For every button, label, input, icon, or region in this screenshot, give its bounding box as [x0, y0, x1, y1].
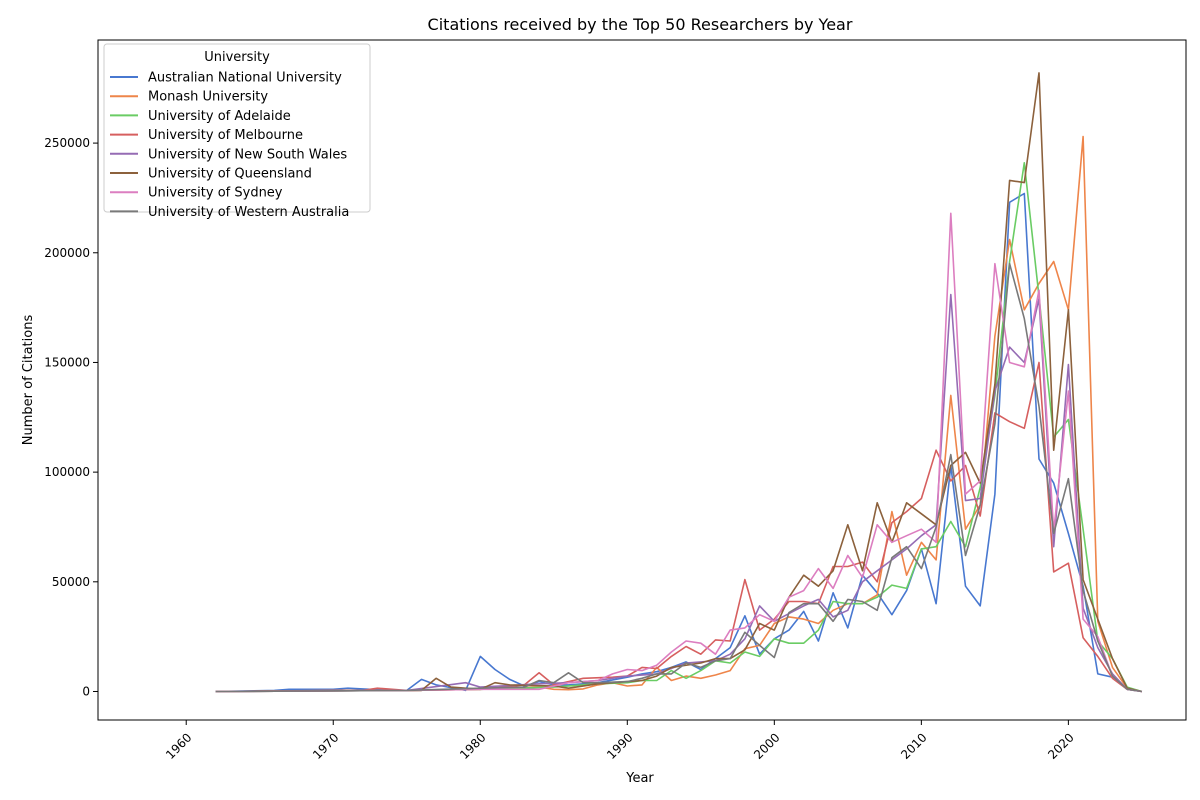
y-axis-label: Number of Citations — [21, 315, 36, 446]
plot-area — [215, 72, 1143, 693]
legend-label-1: Australian National University — [148, 71, 342, 86]
series-line-6 — [215, 72, 1143, 693]
y-tick-label: 200000 — [44, 246, 90, 260]
y-tick-label: 150000 — [44, 355, 90, 369]
legend-label-3: University of Adelaide — [148, 109, 291, 124]
legend-box — [103, 43, 371, 213]
series-line-8 — [215, 262, 1143, 693]
x-axis-label: Year — [625, 771, 654, 786]
legend-title: University — [204, 50, 270, 65]
y-axis: 0 50000 100000 150000 200000 250000 — [44, 136, 98, 698]
legend-label-2: Monash University — [148, 90, 268, 105]
y-tick-label: 100000 — [44, 465, 90, 479]
y-tick-label: 250000 — [44, 136, 90, 150]
y-tick-label: 50000 — [52, 575, 90, 589]
axes-frame — [97, 39, 1187, 721]
series-line-3 — [215, 162, 1143, 693]
legend-label-7: University of Sydney — [148, 186, 283, 201]
series-line-2 — [215, 135, 1143, 693]
legend-label-5: University of New South Wales — [148, 147, 347, 162]
legend-label-4: University of Melbourne — [148, 128, 303, 143]
legend-label-8: University of Western Australia — [148, 205, 349, 220]
chart-title: Citations received by the Top 50 Researc… — [428, 15, 853, 34]
legend: University Australian National Universit… — [103, 43, 371, 220]
legend-label-6: University of Queensland — [148, 167, 312, 182]
y-tick-label: 0 — [82, 684, 90, 698]
series-line-7 — [215, 212, 1143, 693]
